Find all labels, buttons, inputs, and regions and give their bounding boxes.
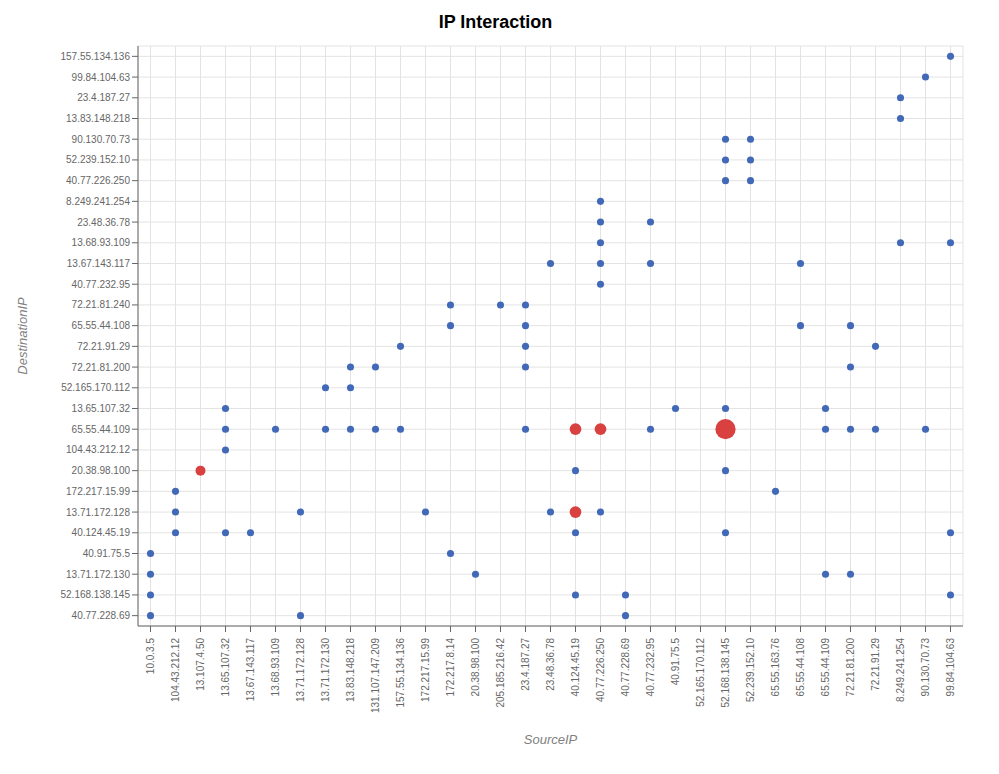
svg-text:65.55.44.108: 65.55.44.108 [795, 638, 806, 697]
svg-text:99.84.104.63: 99.84.104.63 [945, 638, 956, 697]
svg-text:13.65.107.32: 13.65.107.32 [72, 403, 131, 414]
svg-text:20.38.98.100: 20.38.98.100 [72, 465, 131, 476]
html-text:IP Interaction: IP Interaction [438, 12, 553, 32]
svg-text:40.91.75.5: 40.91.75.5 [670, 638, 681, 686]
svg-text:40.77.232.95: 40.77.232.95 [72, 279, 131, 290]
svg-text:52.168.138.145: 52.168.138.145 [720, 638, 731, 708]
svg-text:72.21.81.240: 72.21.81.240 [72, 299, 131, 310]
svg-text:40.77.232.95: 40.77.232.95 [645, 638, 656, 697]
svg-text:131.107.147.209: 131.107.147.209 [370, 638, 381, 714]
svg-text:65.55.44.109: 65.55.44.109 [72, 424, 131, 435]
svg-text:23.48.36.78: 23.48.36.78 [77, 217, 130, 228]
svg-text:52.165.170.112: 52.165.170.112 [695, 638, 706, 707]
svg-text:90.130.70.73: 90.130.70.73 [920, 638, 931, 697]
svg-text:157.55.134.136: 157.55.134.136 [395, 638, 406, 708]
svg-text:172.217.15.99: 172.217.15.99 [66, 486, 130, 497]
svg-text:13.83.148.218: 13.83.148.218 [66, 113, 130, 124]
svg-text:205.185.216.42: 205.185.216.42 [495, 638, 506, 708]
svg-text:23.4.187.27: 23.4.187.27 [77, 92, 130, 103]
svg-text:10.0.3.5: 10.0.3.5 [145, 638, 156, 675]
svg-text:13.71.172.128: 13.71.172.128 [66, 507, 130, 518]
svg-text:99.84.104.63: 99.84.104.63 [72, 72, 131, 83]
svg-text:40.77.226.250: 40.77.226.250 [66, 175, 130, 186]
svg-text:172.217.15.99: 172.217.15.99 [420, 638, 431, 702]
svg-text:52.168.138.145: 52.168.138.145 [60, 589, 130, 600]
svg-text:13.68.93.109: 13.68.93.109 [72, 237, 131, 248]
svg-text:DestinationIP: DestinationIP [15, 297, 30, 375]
svg-text:23.4.187.27: 23.4.187.27 [520, 638, 531, 691]
svg-text:13.67.143.117: 13.67.143.117 [67, 258, 131, 269]
svg-text:8.249.241.254: 8.249.241.254 [66, 196, 130, 207]
svg-text:SourceIP: SourceIP [524, 732, 578, 747]
svg-text:65.55.163.76: 65.55.163.76 [770, 638, 781, 697]
svg-text:72.21.91.29: 72.21.91.29 [77, 341, 130, 352]
svg-text:65.55.44.109: 65.55.44.109 [820, 638, 831, 697]
svg-text:40.77.228.69: 40.77.228.69 [72, 610, 131, 621]
svg-text:13.67.143.117: 13.67.143.117 [245, 638, 256, 702]
svg-text:23.48.36.78: 23.48.36.78 [545, 638, 556, 691]
svg-text:157.55.134.136: 157.55.134.136 [60, 51, 130, 62]
svg-text:52.239.152.10: 52.239.152.10 [745, 638, 756, 702]
svg-text:52.239.152.10: 52.239.152.10 [66, 154, 130, 165]
svg-text:72.21.81.200: 72.21.81.200 [72, 362, 131, 373]
svg-text:13.107.4.50: 13.107.4.50 [195, 638, 206, 691]
svg-text:65.55.44.108: 65.55.44.108 [72, 320, 131, 331]
svg-text:13.65.107.32: 13.65.107.32 [220, 638, 231, 697]
svg-text:40.124.45.19: 40.124.45.19 [72, 527, 131, 538]
svg-text:13.71.172.130: 13.71.172.130 [320, 638, 331, 702]
svg-text:8.249.241.254: 8.249.241.254 [895, 638, 906, 702]
svg-text:72.21.91.29: 72.21.91.29 [870, 638, 881, 691]
svg-text:90.130.70.73: 90.130.70.73 [72, 134, 131, 145]
svg-text:104.43.212.12: 104.43.212.12 [66, 444, 130, 455]
svg-text:40.77.226.250: 40.77.226.250 [595, 638, 606, 702]
svg-text:13.71.172.128: 13.71.172.128 [295, 638, 306, 702]
svg-text:52.165.170.112: 52.165.170.112 [61, 382, 130, 393]
svg-text:172.217.8.14: 172.217.8.14 [445, 638, 456, 697]
svg-text:40.77.228.69: 40.77.228.69 [620, 638, 631, 697]
svg-text:13.68.93.109: 13.68.93.109 [270, 638, 281, 697]
svg-text:72.21.81.200: 72.21.81.200 [845, 638, 856, 697]
svg-text:13.83.148.218: 13.83.148.218 [345, 638, 356, 702]
svg-text:13.71.172.130: 13.71.172.130 [66, 569, 130, 580]
svg-text:20.38.98.100: 20.38.98.100 [470, 638, 481, 697]
svg-text:104.43.212.12: 104.43.212.12 [170, 638, 181, 702]
svg-text:40.124.45.19: 40.124.45.19 [570, 638, 581, 697]
svg-text:40.91.75.5: 40.91.75.5 [83, 548, 131, 559]
